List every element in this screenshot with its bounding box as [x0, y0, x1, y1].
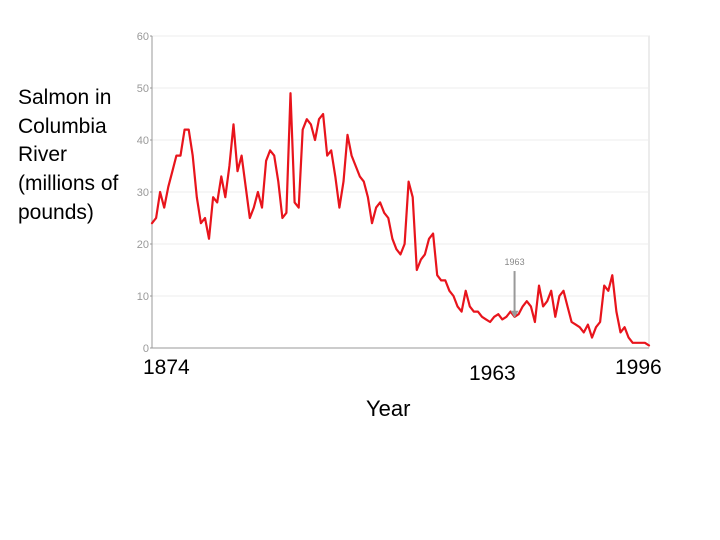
- y-tick-0: 0: [143, 343, 149, 355]
- annotation-arrow-head: [510, 310, 519, 318]
- annotation-label: 1963: [505, 257, 525, 267]
- y-tick-labels: 0 10 20 30 40 50 60: [137, 31, 152, 355]
- x-tick-first: 1874: [143, 356, 190, 379]
- y-tick-60: 60: [137, 31, 149, 43]
- y-axis-label: Salmon in Columbia River (millions of po…: [18, 86, 119, 224]
- x-tick-1963: 1963: [469, 362, 516, 385]
- y-tick-50: 50: [137, 83, 149, 95]
- x-tick-last: 1996: [615, 356, 662, 379]
- grid: [151, 35, 650, 349]
- x-axis-label: Year: [366, 396, 411, 421]
- y-tick-30: 30: [137, 187, 149, 199]
- series-line-0: [150, 92, 651, 347]
- y-tick-40: 40: [137, 135, 149, 147]
- series: [150, 92, 651, 347]
- y-tick-10: 10: [137, 291, 149, 303]
- annotation-1963: 1963: [505, 257, 525, 318]
- y-tick-20: 20: [137, 239, 149, 251]
